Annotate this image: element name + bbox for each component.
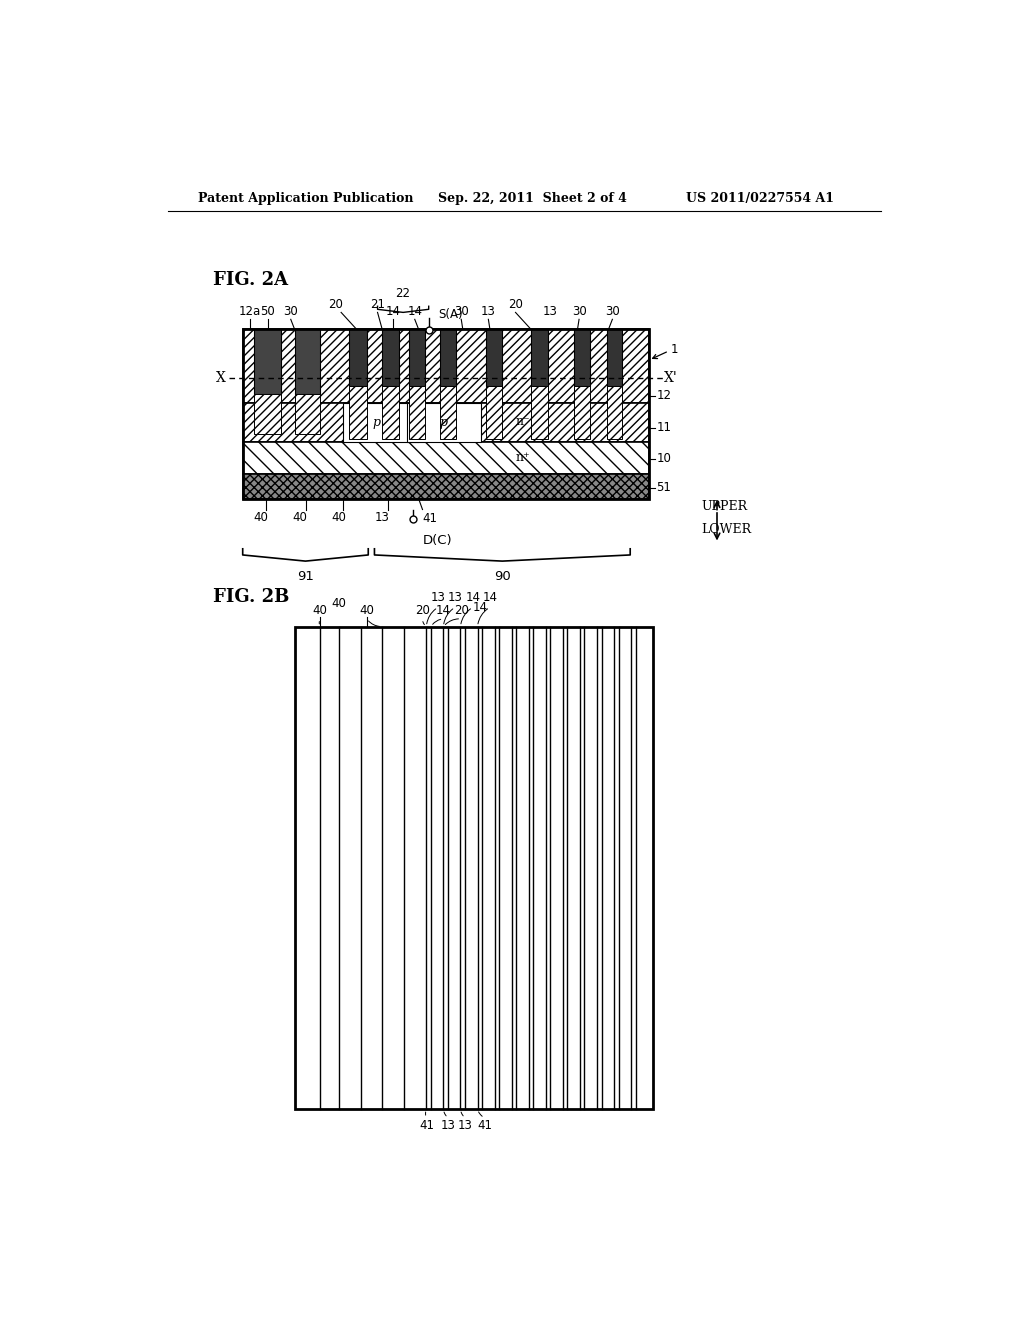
Bar	[243, 474, 649, 499]
Text: Patent Application Publication: Patent Application Publication	[198, 191, 414, 205]
Text: n⁺: n⁺	[516, 451, 530, 465]
Text: 51: 51	[656, 482, 672, 495]
Text: Sep. 22, 2011  Sheet 2 of 4: Sep. 22, 2011 Sheet 2 of 4	[438, 191, 627, 205]
Bar	[295, 627, 653, 1109]
Bar	[243, 404, 649, 442]
Bar	[409, 385, 425, 440]
Text: 90: 90	[494, 570, 511, 583]
Bar	[573, 330, 590, 385]
Text: 13: 13	[430, 591, 445, 605]
Text: 10: 10	[656, 453, 672, 465]
Text: 40: 40	[254, 511, 268, 524]
Text: LOWER: LOWER	[701, 523, 752, 536]
Bar	[254, 330, 281, 395]
Text: 41: 41	[423, 512, 437, 525]
Text: 21: 21	[370, 298, 385, 312]
Text: D(C): D(C)	[423, 535, 453, 548]
Bar	[607, 330, 623, 385]
Bar	[295, 395, 321, 434]
Text: 14: 14	[408, 305, 422, 318]
Text: 13: 13	[543, 305, 558, 318]
Text: 20: 20	[329, 298, 343, 312]
Bar	[573, 385, 590, 440]
Bar	[243, 330, 649, 499]
Text: FIG. 2A: FIG. 2A	[213, 271, 289, 289]
Bar	[382, 330, 399, 385]
Text: 30: 30	[454, 305, 469, 318]
Text: n⁻: n⁻	[516, 416, 530, 428]
Text: 41: 41	[419, 1119, 434, 1133]
Text: 20: 20	[415, 603, 430, 616]
Text: 30: 30	[571, 305, 587, 318]
Text: 14: 14	[472, 601, 487, 614]
Text: p: p	[373, 416, 381, 429]
Text: 40: 40	[359, 603, 374, 616]
Text: 12: 12	[656, 389, 672, 403]
Bar	[243, 442, 649, 474]
Text: 40: 40	[332, 598, 346, 610]
Bar	[531, 330, 548, 385]
Bar	[343, 404, 419, 442]
Bar	[254, 395, 281, 434]
Text: 14: 14	[386, 305, 400, 318]
Bar	[382, 385, 399, 440]
Text: UPPER: UPPER	[701, 500, 748, 513]
Text: 20: 20	[454, 603, 469, 616]
Bar	[607, 385, 623, 440]
Bar	[295, 330, 321, 395]
Text: 13: 13	[458, 1119, 472, 1133]
Text: 13: 13	[375, 511, 390, 524]
Text: 1: 1	[671, 343, 678, 356]
Text: 12a: 12a	[239, 305, 261, 318]
Text: X': X'	[665, 371, 678, 385]
Text: 14: 14	[436, 603, 451, 616]
Text: 30: 30	[605, 305, 620, 318]
Text: 22: 22	[395, 286, 411, 300]
Text: 91: 91	[297, 570, 314, 583]
Text: 40: 40	[293, 511, 307, 524]
Bar	[439, 330, 456, 385]
Text: US 2011/0227554 A1: US 2011/0227554 A1	[686, 191, 834, 205]
Text: 20: 20	[508, 298, 523, 312]
Text: 13: 13	[481, 305, 496, 318]
Bar	[407, 404, 480, 442]
Bar	[409, 330, 425, 385]
Text: 13: 13	[447, 591, 463, 605]
Text: 50: 50	[260, 305, 274, 318]
Text: 40: 40	[312, 603, 328, 616]
Bar	[349, 330, 367, 385]
Bar	[531, 385, 548, 440]
Text: FIG. 2B: FIG. 2B	[213, 589, 290, 606]
Text: 40: 40	[332, 511, 346, 524]
Bar	[486, 330, 503, 385]
Text: 11: 11	[656, 421, 672, 434]
Text: X: X	[216, 371, 225, 385]
Text: 30: 30	[284, 305, 298, 318]
Bar	[486, 385, 503, 440]
Bar	[439, 385, 456, 440]
Text: p: p	[439, 416, 447, 429]
Bar	[349, 385, 367, 440]
Bar	[243, 330, 649, 404]
Text: 14: 14	[482, 591, 498, 605]
Text: S(A): S(A)	[438, 308, 463, 321]
Text: 41: 41	[477, 1119, 492, 1133]
Text: 14: 14	[465, 591, 480, 605]
Text: 13: 13	[440, 1119, 456, 1133]
